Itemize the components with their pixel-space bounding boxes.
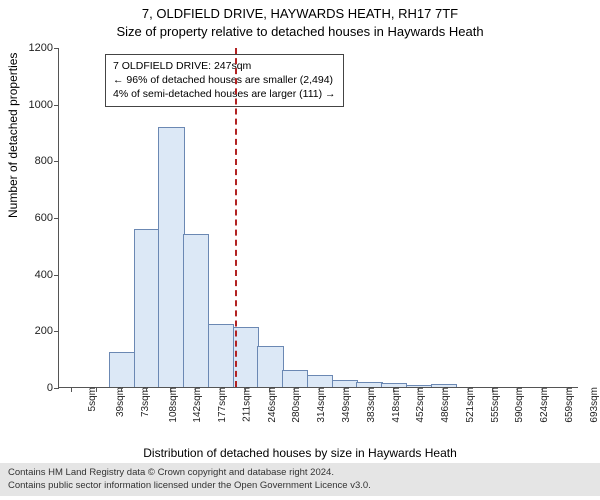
histogram-bar (208, 324, 234, 387)
x-tick-label: 693sqm (584, 387, 599, 423)
x-tick-label: 142sqm (188, 387, 203, 423)
footer-line1: Contains HM Land Registry data © Crown c… (8, 467, 592, 479)
x-tick-label: 108sqm (163, 387, 178, 423)
histogram-bar (158, 127, 184, 387)
x-tick-mark (269, 387, 270, 392)
y-tick-mark (54, 218, 59, 219)
chart-title-line1: 7, OLDFIELD DRIVE, HAYWARDS HEATH, RH17 … (0, 6, 600, 21)
x-tick-mark (418, 387, 419, 392)
x-tick-label: 452sqm (411, 387, 426, 423)
chart-container: 7, OLDFIELD DRIVE, HAYWARDS HEATH, RH17 … (0, 0, 600, 500)
y-tick-label: 1200 (15, 42, 59, 54)
x-tick-mark (567, 387, 568, 392)
x-tick-mark (393, 387, 394, 392)
x-tick-mark (170, 387, 171, 392)
x-tick-mark (369, 387, 370, 392)
x-tick-mark (468, 387, 469, 392)
plot-area: 7 OLDFIELD DRIVE: 247sqm ← 96% of detach… (58, 48, 578, 388)
y-tick-label: 400 (15, 269, 59, 281)
y-axis-label: Number of detached properties (6, 53, 20, 218)
x-tick-mark (492, 387, 493, 392)
x-tick-label: 383sqm (362, 387, 377, 423)
x-tick-label: 349sqm (337, 387, 352, 423)
x-tick-mark (146, 387, 147, 392)
x-tick-mark (121, 387, 122, 392)
histogram-bar (282, 370, 308, 387)
x-tick-mark (344, 387, 345, 392)
annotation-box: 7 OLDFIELD DRIVE: 247sqm ← 96% of detach… (105, 54, 344, 107)
x-tick-label: 177sqm (213, 387, 228, 423)
annotation-line3: 4% of semi-detached houses are larger (1… (113, 87, 336, 101)
x-tick-label: 246sqm (262, 387, 277, 423)
x-tick-label: 659sqm (560, 387, 575, 423)
y-tick-label: 200 (15, 325, 59, 337)
x-tick-mark (319, 387, 320, 392)
histogram-bar (332, 380, 358, 387)
x-tick-label: 73sqm (136, 387, 151, 417)
chart-title-line2: Size of property relative to detached ho… (0, 24, 600, 39)
x-tick-mark (220, 387, 221, 392)
annotation-line1: 7 OLDFIELD DRIVE: 247sqm (113, 59, 336, 73)
y-tick-mark (54, 331, 59, 332)
histogram-bar (183, 234, 209, 387)
histogram-bar (257, 346, 283, 387)
histogram-bar (307, 375, 333, 387)
y-tick-mark (54, 275, 59, 276)
histogram-bar (134, 229, 160, 387)
y-tick-mark (54, 48, 59, 49)
y-tick-label: 800 (15, 155, 59, 167)
property-marker-line (235, 48, 237, 387)
x-tick-mark (195, 387, 196, 392)
x-tick-label: 590sqm (510, 387, 525, 423)
y-tick-mark (54, 161, 59, 162)
histogram-bar (109, 352, 135, 387)
y-tick-label: 1000 (15, 99, 59, 111)
x-tick-label: 555sqm (485, 387, 500, 423)
y-tick-label: 600 (15, 212, 59, 224)
y-tick-mark (54, 388, 59, 389)
x-tick-mark (517, 387, 518, 392)
x-tick-mark (96, 387, 97, 392)
x-tick-label: 211sqm (237, 387, 252, 422)
x-tick-label: 39sqm (111, 387, 126, 417)
footer-attribution: Contains HM Land Registry data © Crown c… (0, 463, 600, 496)
footer-line2: Contains public sector information licen… (8, 480, 592, 492)
x-tick-label: 521sqm (461, 387, 476, 423)
x-axis-label: Distribution of detached houses by size … (0, 446, 600, 460)
x-tick-label: 280sqm (287, 387, 302, 423)
y-tick-label: 0 (15, 382, 59, 394)
y-tick-mark (54, 105, 59, 106)
x-tick-mark (71, 387, 72, 392)
x-tick-mark (443, 387, 444, 392)
annotation-line2: ← 96% of detached houses are smaller (2,… (113, 73, 336, 87)
x-tick-label: 624sqm (535, 387, 550, 423)
x-tick-mark (245, 387, 246, 392)
x-tick-mark (294, 387, 295, 392)
x-tick-label: 486sqm (436, 387, 451, 423)
x-tick-mark (542, 387, 543, 392)
x-tick-label: 314sqm (312, 387, 327, 423)
x-tick-label: 418sqm (386, 387, 401, 423)
